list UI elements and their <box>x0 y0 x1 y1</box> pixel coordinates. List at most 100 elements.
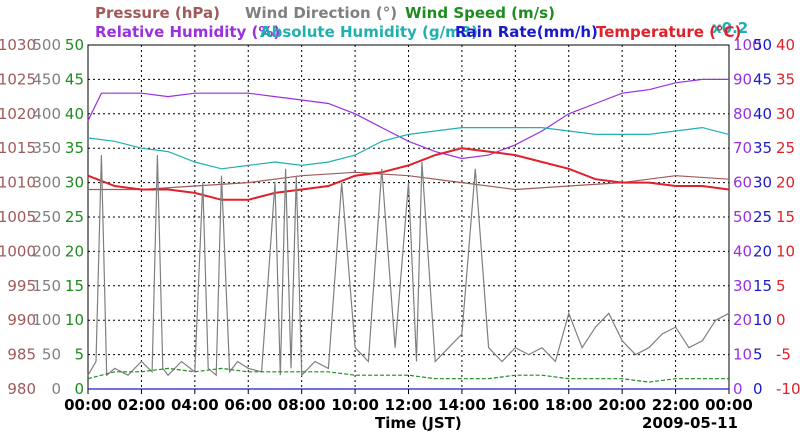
header-rain-rate: Rain Rate(mm/h) <box>455 23 598 41</box>
tick-pressure: 990 <box>7 311 36 329</box>
y-axes: 9809859909951000100510101015102010251030… <box>0 36 800 398</box>
tick-wind_speed: 25 <box>65 208 84 226</box>
header-temperature: Temperature (°C) <box>596 23 741 41</box>
tick-wind_dir: 350 <box>32 139 61 157</box>
x-axis: 00:00 02:00 04:00 06:00 08:00 10:00 12:00 14:00… <box>64 389 753 414</box>
tick-wind_speed: 30 <box>65 174 84 192</box>
series-temp <box>87 147 730 201</box>
tick-temp: 20 <box>776 174 795 192</box>
tick-wind_speed: 35 <box>65 139 84 157</box>
tick-wind_speed: 40 <box>65 105 84 123</box>
tick-pressure: 1005 <box>0 208 36 226</box>
tick-rain: 30 <box>753 174 772 192</box>
tick-rh: 70 <box>733 139 752 157</box>
series-wind_dir <box>87 155 730 377</box>
gridlines <box>88 45 729 389</box>
tick-pressure: 980 <box>7 380 36 398</box>
tick-rain: 5 <box>753 346 763 364</box>
tick-temp: -10 <box>776 380 800 398</box>
x-tick-label: 00:00 <box>705 396 753 414</box>
tick-wind_dir: 400 <box>32 105 61 123</box>
x-tick-label: 18:00 <box>545 396 593 414</box>
series-rh <box>87 78 729 160</box>
tick-rh: 100 <box>733 36 762 54</box>
tick-rh: 10 <box>733 346 752 364</box>
tick-rh: 90 <box>733 70 752 88</box>
series-wind_speed <box>87 367 729 383</box>
tick-wind_speed: 20 <box>65 242 84 260</box>
tick-temp: 0 <box>776 311 786 329</box>
tick-pressure: 1015 <box>0 139 36 157</box>
tick-rain: 50 <box>753 36 772 54</box>
tick-rain: 25 <box>753 208 772 226</box>
header-ah-scale-suffix: x0.2 <box>712 19 748 37</box>
tick-temp: 25 <box>776 139 795 157</box>
tick-pressure: 1010 <box>0 174 36 192</box>
x-tick-label: 20:00 <box>598 396 646 414</box>
tick-rain: 10 <box>753 311 772 329</box>
tick-rh: 0 <box>733 380 743 398</box>
tick-temp: 30 <box>776 105 795 123</box>
tick-wind_dir: 500 <box>32 36 61 54</box>
series-layer <box>87 78 730 390</box>
x-axis-label: Time (JST) <box>375 414 462 432</box>
tick-wind_dir: 100 <box>32 311 61 329</box>
tick-pressure: 1030 <box>0 36 36 54</box>
tick-rain: 40 <box>753 105 772 123</box>
tick-wind_speed: 0 <box>74 380 84 398</box>
date-label: 2009-05-11 <box>642 414 738 432</box>
tick-temp: 35 <box>776 70 795 88</box>
x-tick-label: 02:00 <box>118 396 166 414</box>
tick-rh: 20 <box>733 311 752 329</box>
tick-pressure: 1020 <box>0 105 36 123</box>
header-absolute-humidity: Absolute Humidity (g/m3) <box>260 23 478 41</box>
tick-wind_speed: 15 <box>65 277 84 295</box>
tick-pressure: 995 <box>7 277 36 295</box>
tick-rain: 35 <box>753 139 772 157</box>
tick-wind_dir: 0 <box>51 380 61 398</box>
tick-rh: 80 <box>733 105 752 123</box>
tick-rh: 50 <box>733 208 752 226</box>
tick-rain: 20 <box>753 242 772 260</box>
tick-wind_dir: 200 <box>32 242 61 260</box>
tick-rh: 60 <box>733 174 752 192</box>
tick-temp: 10 <box>776 242 795 260</box>
tick-rh: 40 <box>733 242 752 260</box>
tick-temp: 5 <box>776 277 786 295</box>
x-tick-label: 16:00 <box>491 396 539 414</box>
tick-wind_speed: 5 <box>74 346 84 364</box>
tick-rain: 45 <box>753 70 772 88</box>
tick-wind_speed: 50 <box>65 36 84 54</box>
tick-wind_dir: 50 <box>42 346 61 364</box>
x-tick-label: 08:00 <box>278 396 326 414</box>
tick-wind_dir: 250 <box>32 208 61 226</box>
header-pressure: Pressure (hPa) <box>95 4 220 22</box>
series-ah <box>87 126 730 170</box>
tick-rain: 15 <box>753 277 772 295</box>
header-wind-direction: Wind Direction (°) <box>245 4 397 22</box>
x-tick-label: 12:00 <box>385 396 433 414</box>
tick-wind_dir: 450 <box>32 70 61 88</box>
tick-rain: 0 <box>753 380 763 398</box>
tick-pressure: 1025 <box>0 70 36 88</box>
tick-wind_speed: 10 <box>65 311 84 329</box>
tick-wind_dir: 150 <box>32 277 61 295</box>
chart-headers: Pressure (hPa) Wind Direction (°) Wind S… <box>95 4 748 41</box>
tick-wind_speed: 45 <box>65 70 84 88</box>
tick-wind_dir: 300 <box>32 174 61 192</box>
x-tick-label: 10:00 <box>331 396 379 414</box>
tick-pressure: 1000 <box>0 242 36 260</box>
x-tick-label: 14:00 <box>438 396 486 414</box>
tick-temp: 40 <box>776 36 795 54</box>
header-relative-humidity: Relative Humidity (%) <box>95 23 280 41</box>
x-tick-label: 06:00 <box>224 396 272 414</box>
x-tick-label: 00:00 <box>64 396 112 414</box>
tick-pressure: 985 <box>7 346 36 364</box>
tick-temp: -5 <box>776 346 791 364</box>
x-tick-label: 22:00 <box>652 396 700 414</box>
tick-rh: 30 <box>733 277 752 295</box>
tick-temp: 15 <box>776 208 795 226</box>
header-wind-speed: Wind Speed (m/s) <box>405 4 555 22</box>
x-tick-label: 04:00 <box>171 396 219 414</box>
